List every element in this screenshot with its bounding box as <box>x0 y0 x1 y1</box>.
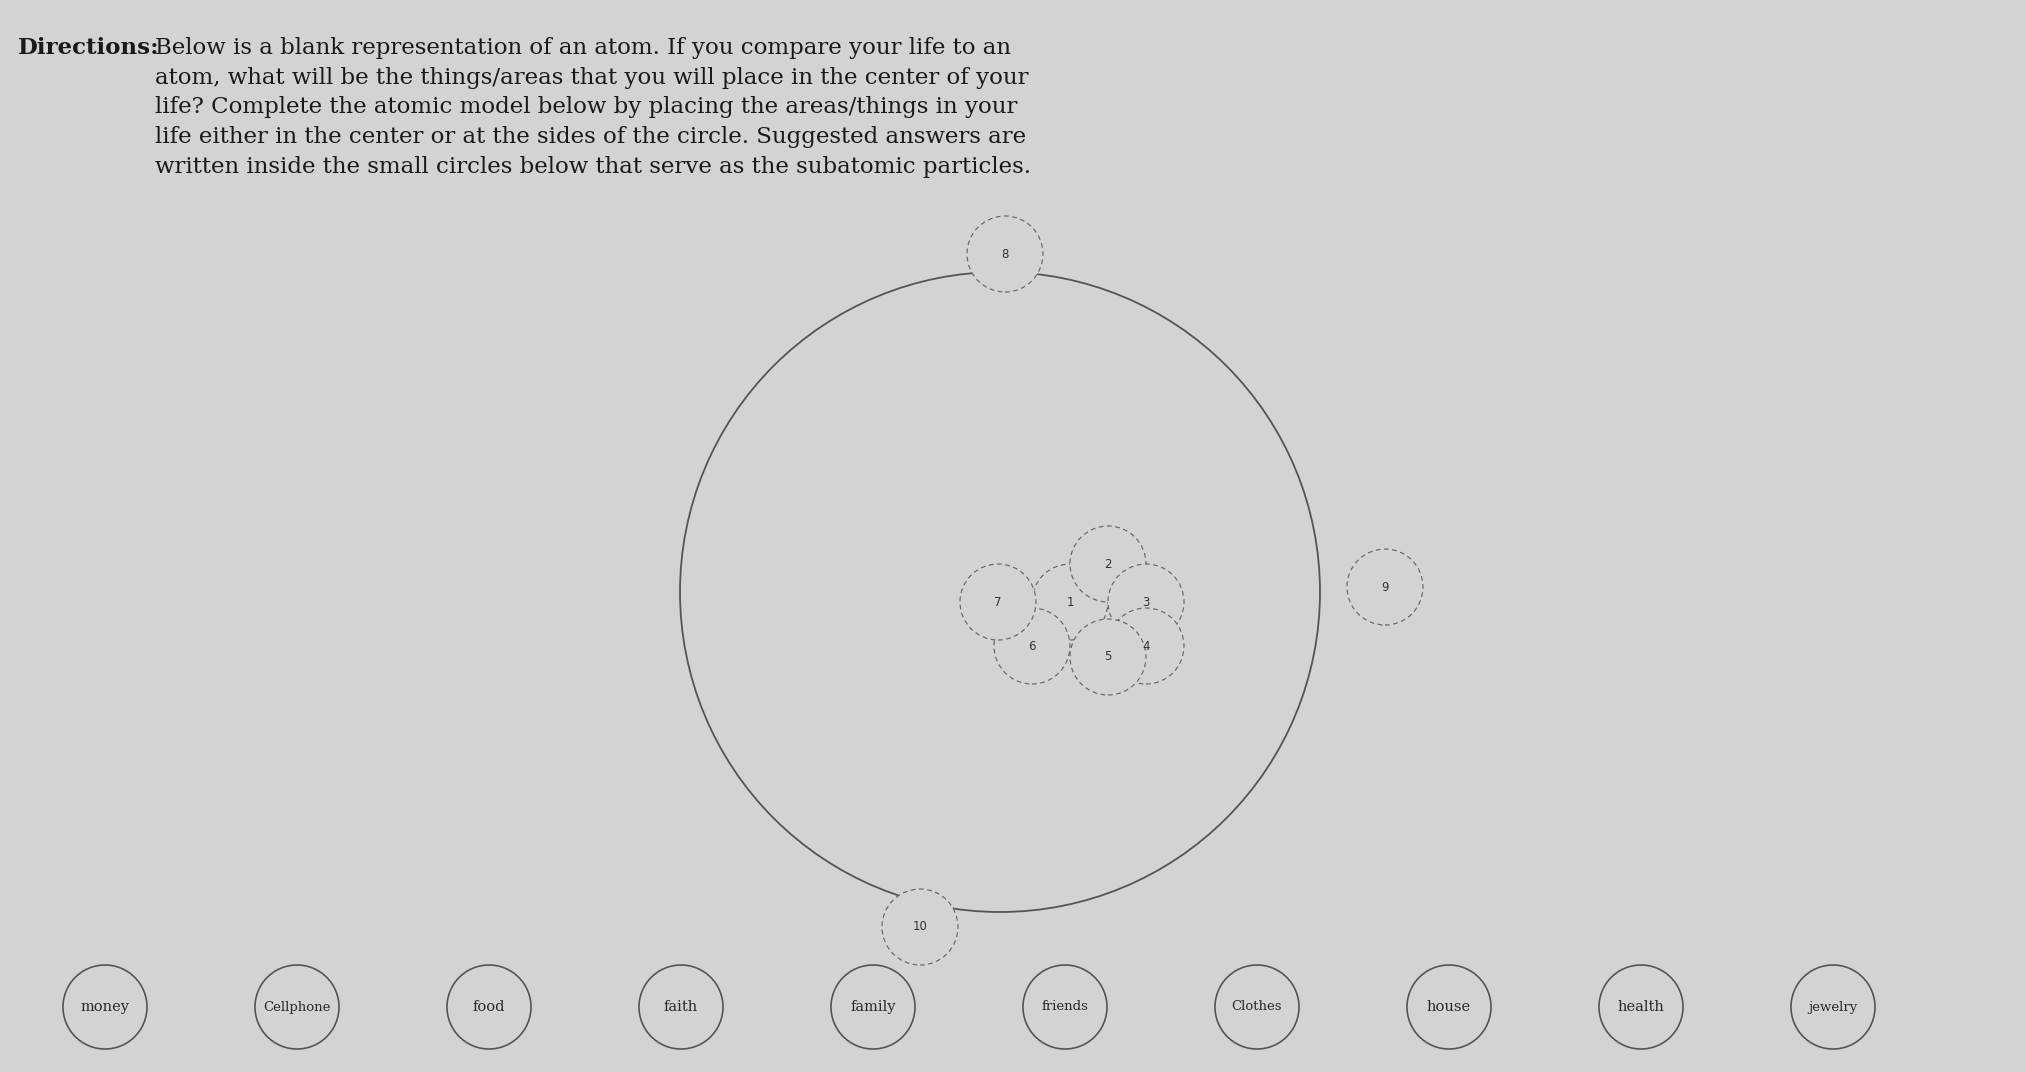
Text: jewelry: jewelry <box>1809 1000 1858 1013</box>
Text: money: money <box>81 1000 130 1014</box>
Circle shape <box>1031 564 1108 640</box>
Text: 10: 10 <box>912 921 928 934</box>
Text: 9: 9 <box>1382 581 1388 594</box>
Text: house: house <box>1426 1000 1471 1014</box>
Circle shape <box>995 608 1070 684</box>
Circle shape <box>1108 564 1183 640</box>
Text: 7: 7 <box>995 596 1001 609</box>
Text: Clothes: Clothes <box>1232 1000 1282 1013</box>
Circle shape <box>255 965 338 1049</box>
Text: 4: 4 <box>1143 640 1149 653</box>
Circle shape <box>1791 965 1874 1049</box>
Text: 2: 2 <box>1104 557 1112 570</box>
Text: 6: 6 <box>1029 640 1035 653</box>
Circle shape <box>63 965 148 1049</box>
Text: 8: 8 <box>1001 248 1009 260</box>
Text: food: food <box>472 1000 504 1014</box>
Text: 1: 1 <box>1066 596 1074 609</box>
Circle shape <box>1023 965 1106 1049</box>
Circle shape <box>1599 965 1684 1049</box>
Circle shape <box>448 965 531 1049</box>
Circle shape <box>1070 619 1147 695</box>
Text: Directions:: Directions: <box>18 38 160 59</box>
Circle shape <box>1406 965 1491 1049</box>
Circle shape <box>881 889 958 965</box>
Circle shape <box>1216 965 1299 1049</box>
Circle shape <box>1347 549 1422 625</box>
Text: friends: friends <box>1041 1000 1088 1013</box>
Text: faith: faith <box>665 1000 699 1014</box>
Text: health: health <box>1617 1000 1665 1014</box>
Circle shape <box>966 215 1043 292</box>
Circle shape <box>1070 526 1147 602</box>
Circle shape <box>638 965 723 1049</box>
Text: Below is a blank representation of an atom. If you compare your life to an
atom,: Below is a blank representation of an at… <box>156 38 1031 178</box>
Text: 5: 5 <box>1104 651 1112 664</box>
Circle shape <box>1108 608 1183 684</box>
Text: family: family <box>851 1000 895 1014</box>
Circle shape <box>831 965 916 1049</box>
Text: 3: 3 <box>1143 596 1149 609</box>
Text: Cellphone: Cellphone <box>263 1000 330 1013</box>
Circle shape <box>960 564 1035 640</box>
